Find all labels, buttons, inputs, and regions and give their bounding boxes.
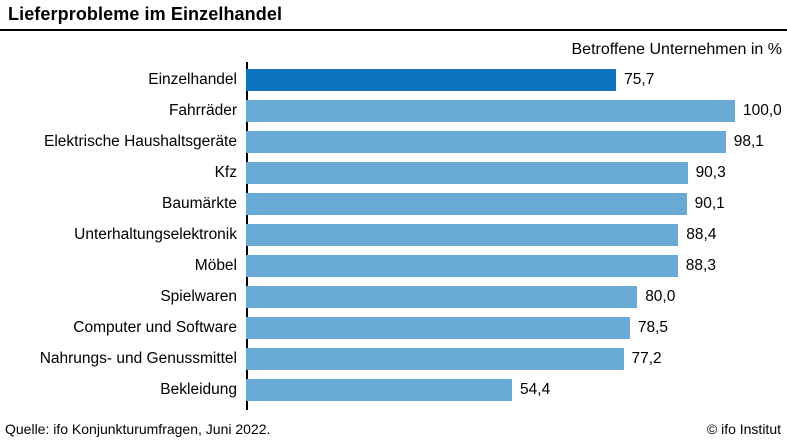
category-label: Fahrräder (168, 101, 237, 119)
value-label: 88,3 (685, 256, 716, 274)
title-divider (0, 29, 787, 31)
category-label: Elektrische Haushaltsgeräte (44, 132, 237, 150)
chart-subtitle: Betroffene Unternehmen in % (571, 41, 783, 58)
bar-row: Unterhaltungselektronik 88,4 (0, 219, 787, 250)
value-label: 88,4 (686, 225, 717, 243)
bar-track: 54,4 (246, 374, 787, 405)
bar-track: 77,2 (246, 343, 787, 374)
value-label: 78,5 (637, 318, 669, 336)
bar-track: 90,3 (246, 157, 787, 188)
bar (246, 378, 513, 401)
value-label: 77,2 (631, 349, 662, 367)
chart-footer: Quelle: ifo Konjunkturumfragen, Juni 202… (0, 421, 787, 437)
bar-track: 80,0 (246, 281, 787, 312)
value-label: 98,1 (733, 132, 764, 150)
bar-row: Fahrräder 100,0 (0, 95, 787, 126)
bar-track: 98,1 (246, 126, 787, 157)
value-label: 80,0 (645, 287, 676, 305)
bar-track: 100,0 (246, 95, 787, 126)
bar-track: 78,5 (246, 312, 787, 343)
bar-rows: Einzelhandel 75,7 Fahrräder 100,0 Elektrisch… (0, 64, 787, 405)
value-label: 75,7 (624, 70, 655, 88)
source-note: Quelle: ifo Konjunkturumfragen, Juni 202… (5, 421, 271, 437)
bar-row: Bekleidung 54,4 (0, 374, 787, 405)
bar-highlighted (246, 68, 617, 91)
bar (246, 285, 638, 308)
bar (246, 223, 679, 246)
value-label: 90,1 (694, 194, 725, 212)
bar-row: Kfz 90,3 (0, 157, 787, 188)
category-label: Nahrungs- und Genussmittel (39, 349, 237, 367)
page-title: Lieferprobleme im Einzelhandel (8, 4, 283, 24)
category-label: Spielwaren (160, 287, 237, 305)
bar-row: Einzelhandel 75,7 (0, 64, 787, 95)
bar-row: Elektrische Haushaltsgeräte 98,1 (0, 126, 787, 157)
bar (246, 161, 688, 184)
category-label: Bekleidung (160, 380, 237, 398)
bar (246, 130, 726, 153)
bar-row: Spielwaren 80,0 (0, 281, 787, 312)
copyright-note: © ifo Institut (706, 421, 781, 437)
bar-row: Möbel 88,3 (0, 250, 787, 281)
value-label: 100,0 (743, 101, 782, 119)
bar (246, 316, 630, 339)
bar-track: 88,3 (246, 250, 787, 281)
bar-row: Baumärkte 90,1 (0, 188, 787, 219)
bar (246, 192, 687, 215)
category-label: Unterhaltungselektronik (74, 225, 237, 243)
value-label: 90,3 (695, 163, 726, 181)
category-label: Kfz (214, 163, 237, 181)
bar-track: 90,1 (246, 188, 787, 219)
bar (246, 347, 624, 370)
category-label: Möbel (194, 256, 237, 274)
bar (246, 254, 678, 277)
bar-track: 88,4 (246, 219, 787, 250)
category-label: Computer und Software (73, 318, 237, 336)
bar-row: Nahrungs- und Genussmittel 77,2 (0, 343, 787, 374)
bar-track: 75,7 (246, 64, 787, 95)
category-label: Einzelhandel (148, 70, 237, 88)
bar-row: Computer und Software 78,5 (0, 312, 787, 343)
bar (246, 99, 735, 122)
value-label: 54,4 (520, 380, 551, 398)
category-label: Baumärkte (162, 194, 237, 212)
